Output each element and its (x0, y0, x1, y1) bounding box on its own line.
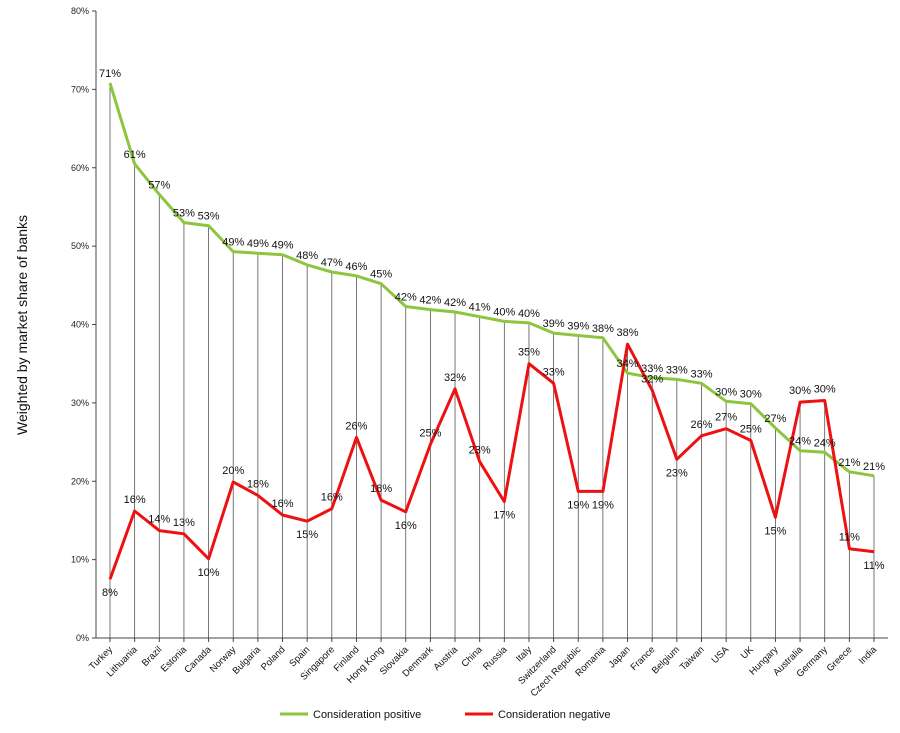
data-label-negative: 17% (493, 510, 515, 522)
data-label-negative: 38% (617, 327, 639, 339)
series-line-positive (108, 82, 875, 478)
data-label-negative: 16% (395, 520, 417, 532)
legend: Consideration positive Consideration nega… (280, 709, 611, 721)
y-tick-labels: 0% 10% 20% 30% 40% 50% 60% 70% 80% (71, 6, 96, 643)
data-label-positive: 30% (715, 386, 737, 398)
series-line-negative (108, 342, 875, 580)
data-label-positive: 33% (666, 364, 688, 376)
legend-label-negative: Consideration negative (498, 709, 611, 721)
y-tick-label: 50% (71, 241, 89, 251)
x-category-label: Belgium (650, 644, 682, 676)
data-label-positive: 24% (789, 436, 811, 448)
x-category-label: Austria (431, 644, 460, 673)
data-label-negative: 30% (814, 384, 836, 396)
data-label-negative: 16% (321, 492, 343, 504)
x-category-label: Bulgaria (231, 644, 264, 677)
data-label-positive: 46% (345, 261, 367, 273)
x-category-label: India (857, 644, 880, 667)
series-lines (108, 82, 875, 580)
y-tick-label: 20% (71, 476, 89, 486)
data-label-positive: 71% (99, 68, 121, 80)
y-tick-label: 70% (71, 84, 89, 94)
data-label-negative: 11% (863, 560, 884, 572)
data-label-negative: 23% (469, 445, 491, 457)
data-label-negative: 15% (764, 525, 786, 537)
data-label-negative: 18% (370, 483, 392, 495)
x-category-label: Greece (825, 644, 855, 674)
data-label-positive: 33% (641, 363, 663, 375)
data-label-positive: 41% (469, 302, 491, 314)
data-label-positive: 49% (272, 240, 294, 252)
y-tick-label: 10% (71, 555, 89, 565)
data-label-negative: 26% (345, 420, 367, 432)
data-label-positive: 38% (592, 323, 614, 335)
category-grid-lines (109, 83, 875, 638)
y-tick-label: 40% (71, 320, 89, 330)
data-label-positive: 40% (518, 308, 540, 320)
data-label-positive: 61% (124, 149, 146, 161)
data-label-positive: 57% (148, 179, 170, 191)
data-label-positive: 53% (198, 211, 220, 223)
data-label-positive: 49% (247, 238, 269, 250)
x-category-label: Russia (481, 644, 510, 673)
data-label-positive: 30% (740, 389, 762, 401)
data-label-positive: 39% (567, 320, 589, 332)
data-label-negative: 16% (124, 494, 146, 506)
data-label-negative: 16% (272, 498, 294, 510)
data-label-negative: 27% (715, 412, 737, 424)
legend-label-positive: Consideration positive (313, 709, 421, 721)
y-tick-label: 60% (71, 163, 89, 173)
data-label-positive: 39% (543, 318, 565, 330)
y-tick-label: 30% (71, 398, 89, 408)
x-category-label: Canada (182, 644, 214, 676)
data-label-negative: 32% (641, 373, 663, 385)
data-label-negative: 20% (222, 465, 244, 477)
data-label-positive: 47% (321, 257, 343, 269)
data-label-positive: 27% (764, 413, 786, 425)
x-category-label: Poland (259, 644, 288, 673)
data-label-negative: 33% (543, 366, 565, 378)
data-label-negative: 15% (296, 529, 318, 541)
data-label-negative: 35% (518, 347, 540, 359)
data-label-positive: 42% (395, 291, 417, 303)
y-tick-label: 80% (71, 6, 89, 16)
data-label-positive: 33% (690, 368, 712, 380)
x-category-label: Taiwan (678, 644, 707, 673)
data-label-positive: 53% (173, 208, 195, 220)
data-label-negative: 14% (148, 514, 170, 526)
data-label-positive: 48% (296, 250, 318, 262)
data-label-negative: 8% (102, 587, 118, 599)
data-label-negative: 11% (839, 532, 860, 544)
data-label-negative: 25% (419, 427, 441, 439)
y-axis-label: Weighted by market share of banks (14, 215, 30, 435)
data-label-negative: 10% (198, 567, 220, 579)
x-category-label: UK (739, 644, 757, 662)
data-label-positive: 24% (814, 437, 836, 449)
x-category-label: Italy (514, 644, 534, 664)
data-label-positive: 21% (863, 461, 885, 473)
axes (95, 11, 888, 642)
data-label-negative: 18% (247, 478, 269, 490)
data-label-negative: 23% (666, 467, 688, 479)
data-labels: 71%61%57%53% 53%49% 49% 49%48%47% 46%45%42% 4… (99, 68, 885, 599)
data-label-negative: 19% (567, 499, 589, 511)
data-label-negative: 13% (173, 517, 195, 529)
data-label-positive: 40% (493, 306, 515, 318)
x-category-label: USA (710, 644, 732, 666)
data-label-positive: 42% (419, 295, 441, 307)
data-label-negative: 26% (690, 419, 712, 431)
data-label-negative: 32% (444, 372, 466, 384)
data-label-negative: 19% (592, 499, 614, 511)
data-label-positive: 42% (444, 297, 466, 309)
data-label-positive: 49% (222, 237, 244, 249)
data-label-negative: 30% (789, 385, 811, 397)
data-label-positive: 34% (617, 358, 639, 370)
y-tick-label: 0% (76, 633, 89, 643)
data-label-negative: 25% (740, 423, 762, 435)
data-label-positive: 21% (838, 457, 860, 469)
data-label-positive: 45% (370, 269, 392, 281)
